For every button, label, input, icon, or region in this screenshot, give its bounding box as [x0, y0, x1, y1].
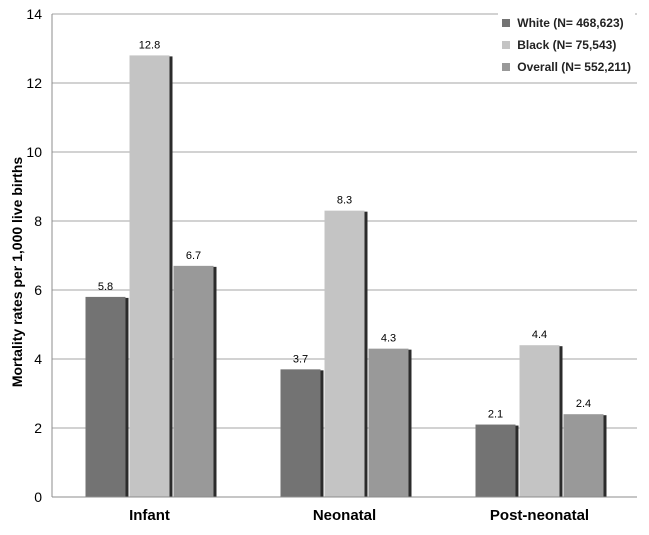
legend-label: Black (N= 75,543): [517, 38, 617, 52]
y-tick-label: 0: [34, 489, 42, 505]
legend-swatch: [502, 19, 511, 27]
legend-item: Overall (N= 552,211): [502, 56, 631, 78]
y-tick-label: 14: [26, 6, 42, 22]
y-tick-label: 12: [26, 75, 42, 91]
data-label: 5.8: [98, 281, 113, 293]
legend-item: White (N= 468,623): [502, 12, 631, 34]
x-tick-label: Post-neonatal: [490, 507, 589, 524]
y-tick-label: 10: [26, 144, 42, 160]
data-label: 4.3: [381, 333, 396, 345]
bar: [324, 210, 365, 497]
y-tick-label: 4: [34, 351, 42, 367]
bar: [85, 296, 126, 497]
data-label: 6.7: [186, 250, 201, 262]
bar: [368, 348, 409, 497]
x-tick-label: Infant: [129, 507, 170, 524]
legend-item: Black (N= 75,543): [502, 34, 631, 56]
legend-label: Overall (N= 552,211): [517, 60, 631, 74]
bar: [519, 345, 560, 497]
bar: [475, 424, 516, 497]
data-label: 4.4: [532, 329, 547, 341]
legend-swatch: [502, 63, 511, 71]
y-tick-label: 2: [34, 420, 42, 436]
legend: White (N= 468,623) Black (N= 75,543) Overa…: [498, 10, 635, 80]
legend-label: White (N= 468,623): [517, 16, 624, 30]
bar: [563, 414, 604, 497]
data-label: 3.7: [293, 353, 308, 365]
data-label: 8.3: [337, 195, 352, 207]
x-tick-label: Neonatal: [313, 507, 376, 524]
y-axis-title: Mortality rates per 1,000 live births: [9, 157, 25, 388]
y-tick-label: 6: [34, 282, 42, 298]
axes: 0 2 4 6 8 10 12 14 Infant Neonatal Post-neonatal: [26, 6, 637, 524]
data-label: 2.1: [488, 409, 503, 421]
legend-swatch: [502, 41, 511, 49]
y-tick-label: 8: [34, 213, 42, 229]
bar: [280, 369, 321, 497]
bar: [173, 265, 214, 497]
bars: 5.8 12.8 6.7 3.7 8.3 4.3 2.1 4.4 2.4: [85, 39, 607, 498]
data-label: 2.4: [576, 398, 591, 410]
data-label: 12.8: [139, 39, 160, 51]
bar: [129, 55, 170, 498]
